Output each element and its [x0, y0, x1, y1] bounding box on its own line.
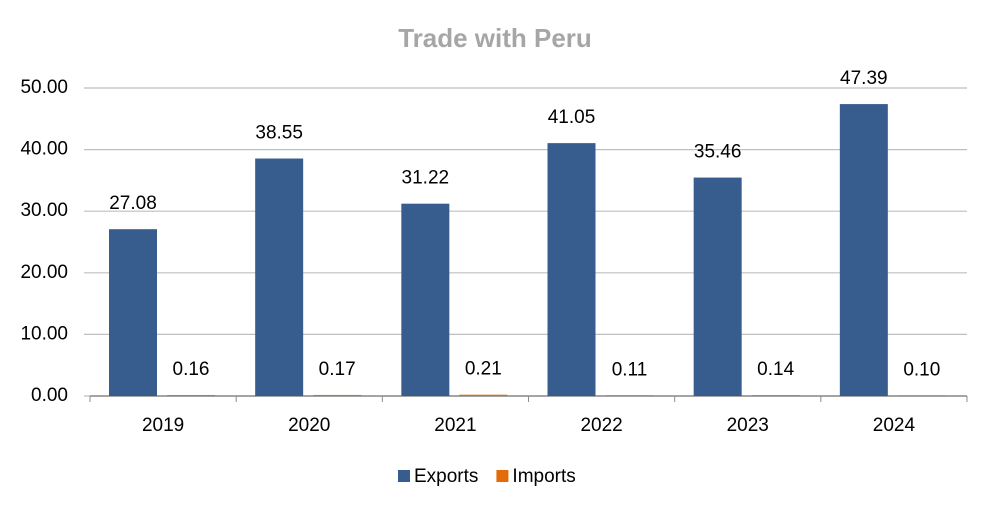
- y-tick-label: 30.00: [20, 200, 68, 221]
- bar: [693, 177, 742, 396]
- bar: [167, 395, 215, 396]
- bar: [401, 203, 450, 396]
- chart-title: Trade with Peru: [398, 23, 592, 53]
- bar: [897, 395, 946, 396]
- bar: [547, 143, 596, 396]
- bar: [605, 395, 654, 396]
- data-label: 27.08: [109, 193, 157, 214]
- bar: [839, 104, 888, 396]
- legend-label: Imports: [512, 466, 575, 487]
- x-tick-label: 2020: [288, 415, 330, 436]
- data-label: 0.11: [612, 359, 648, 380]
- y-tick-label: 50.00: [20, 77, 68, 98]
- data-label: 31.22: [402, 168, 450, 189]
- bar: [751, 395, 800, 396]
- y-tick-label: 40.00: [20, 139, 68, 160]
- bar: [459, 394, 508, 396]
- bar: [313, 394, 362, 396]
- x-tick-label: 2021: [434, 415, 476, 436]
- data-label: 47.39: [840, 68, 888, 89]
- data-label: 38.55: [255, 123, 303, 144]
- bar: [109, 229, 157, 396]
- y-tick-label: 10.00: [20, 323, 68, 344]
- data-label: 35.46: [694, 142, 742, 163]
- x-tick-label: 2019: [142, 415, 184, 436]
- y-tick-label: 20.00: [20, 262, 68, 283]
- data-label: 0.17: [319, 359, 356, 380]
- data-label: 41.05: [548, 107, 596, 128]
- data-label: 0.14: [757, 359, 794, 380]
- data-label: 0.21: [465, 359, 502, 380]
- x-tick-label: 2023: [727, 415, 769, 436]
- x-tick-label: 2022: [580, 415, 622, 436]
- legend-label: Exports: [414, 466, 478, 487]
- data-label: 0.10: [903, 359, 940, 380]
- x-tick-label: 2024: [873, 415, 916, 436]
- legend-swatch: [398, 470, 410, 482]
- bar: [255, 158, 304, 396]
- legend-swatch: [496, 470, 509, 482]
- y-tick-label: 0.00: [31, 385, 68, 406]
- data-label: 0.16: [173, 359, 210, 380]
